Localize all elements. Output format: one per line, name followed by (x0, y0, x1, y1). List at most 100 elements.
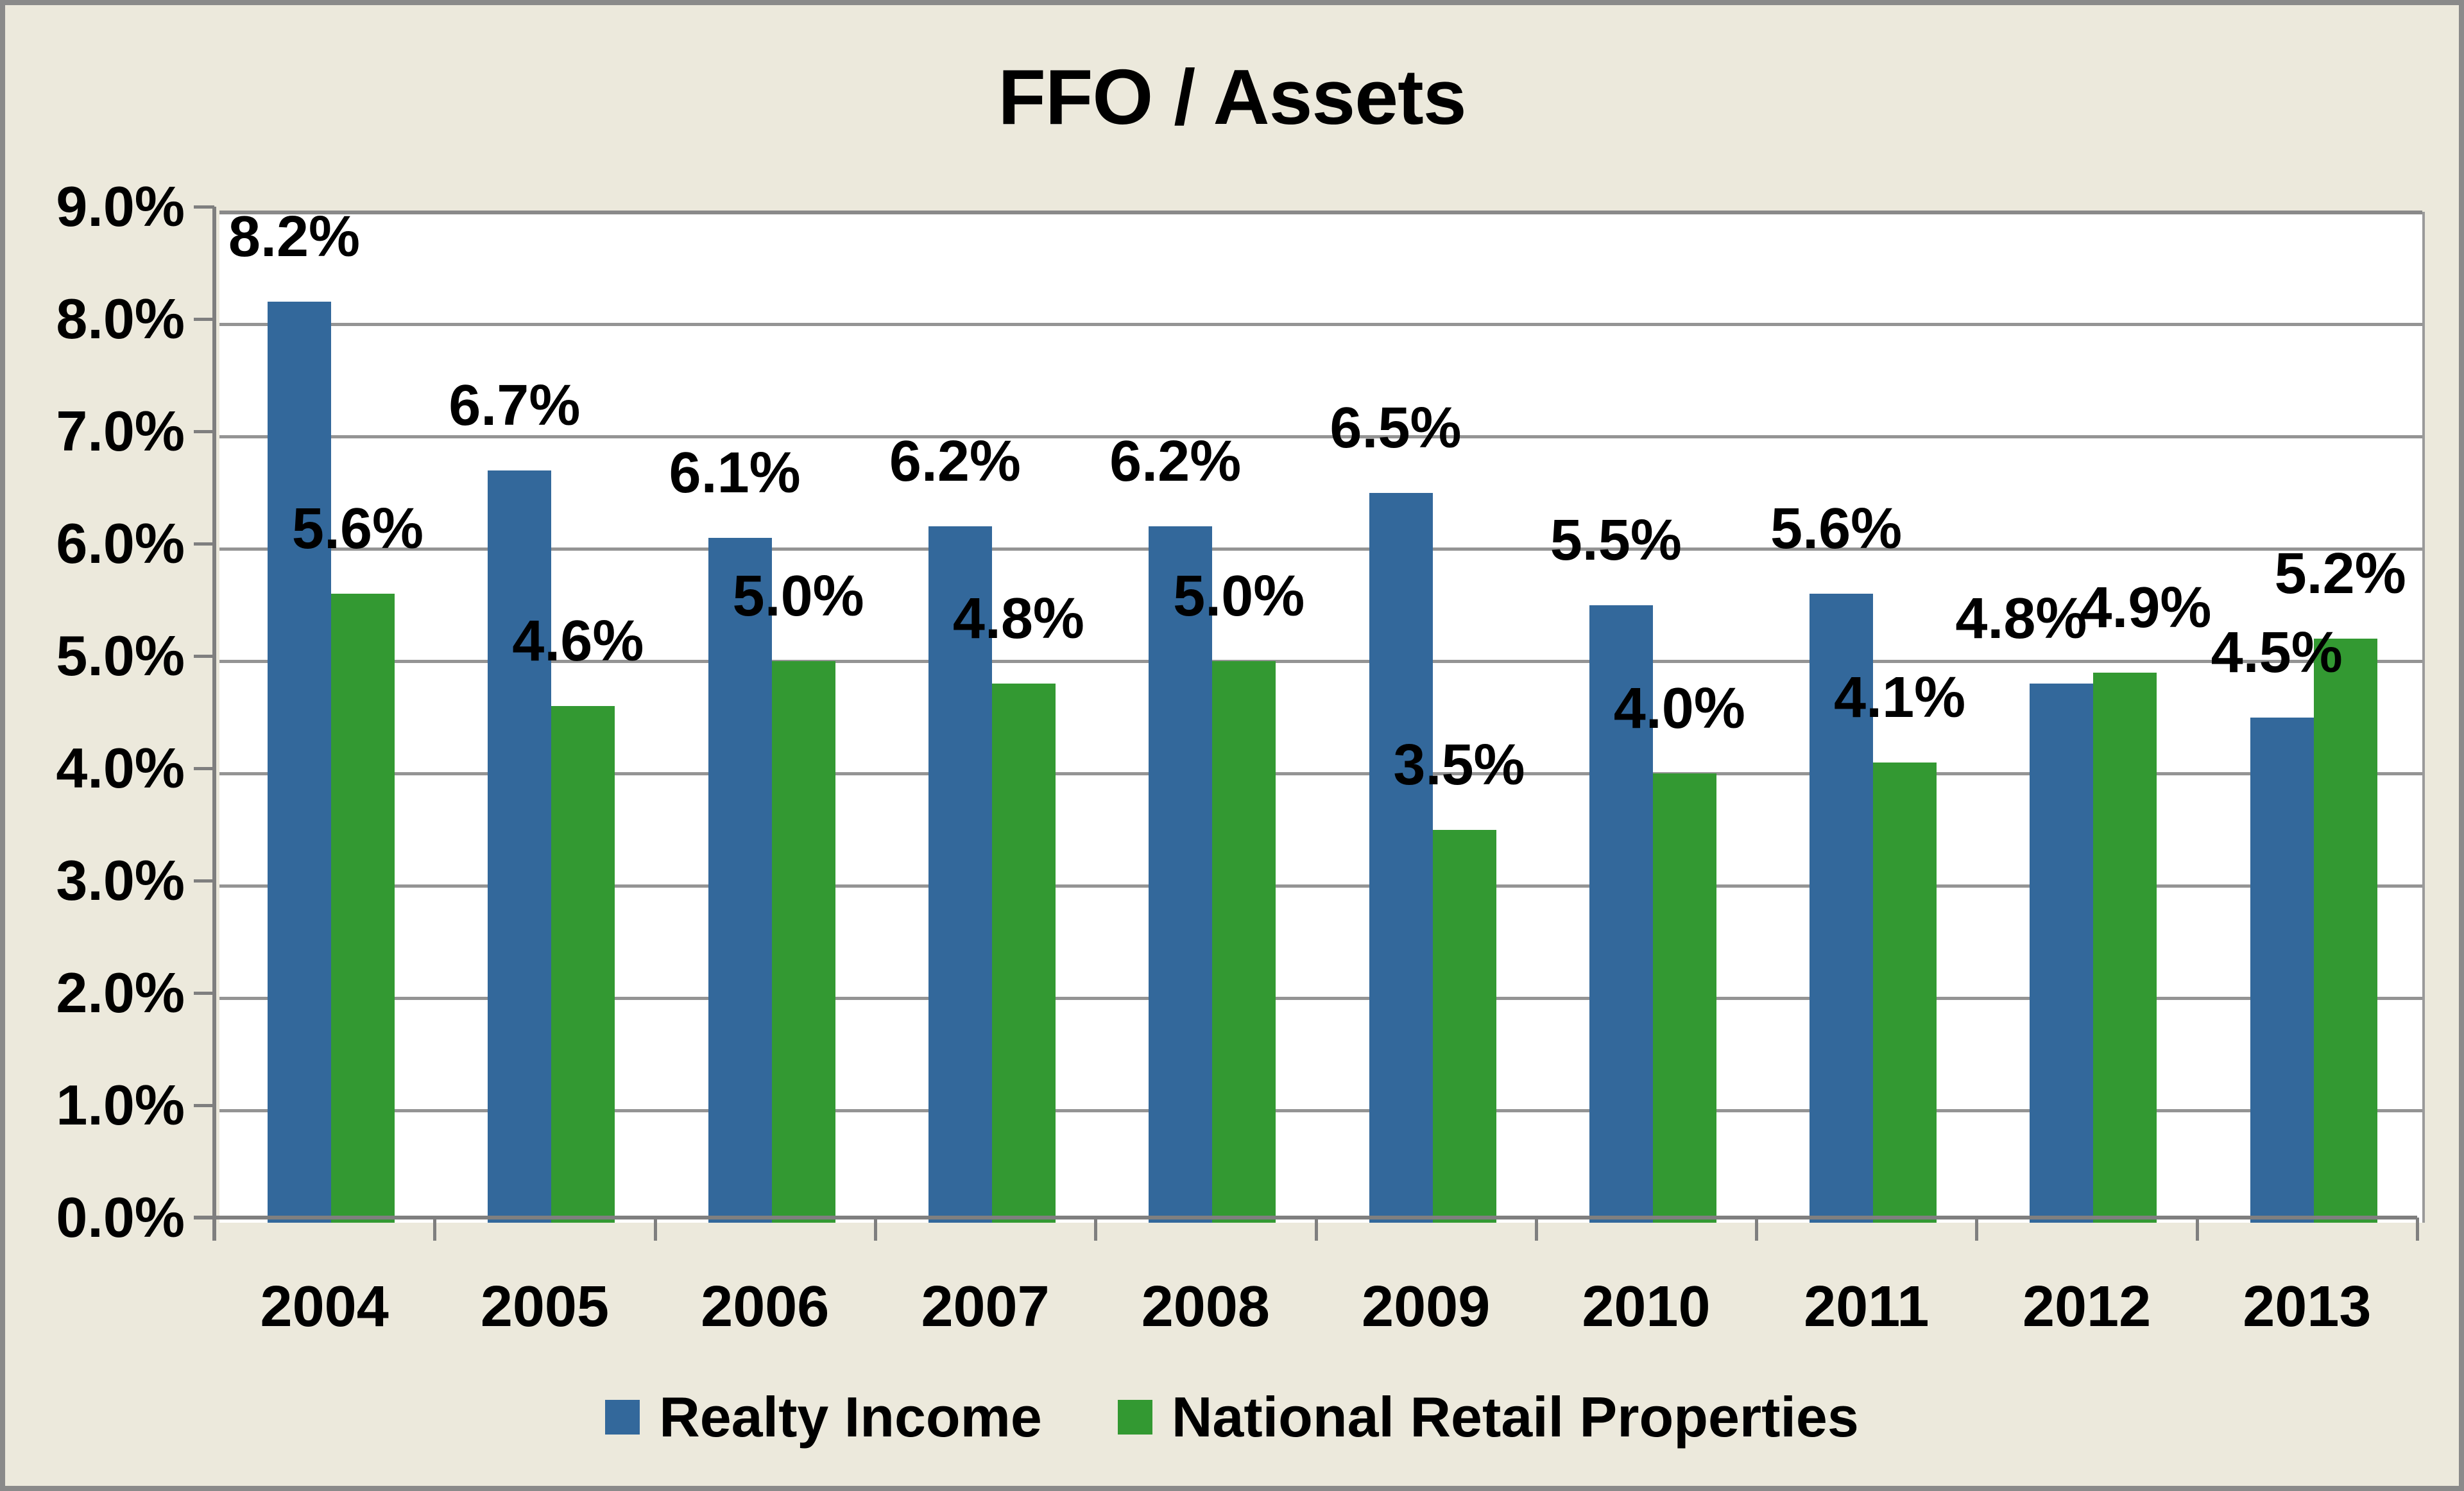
y-axis-tick (194, 318, 214, 321)
legend-swatch-national-retail-properties (1117, 1400, 1152, 1435)
legend: Realty Income National Retail Properties (5, 1385, 2459, 1449)
bar-realty-income-2009 (1369, 492, 1433, 1223)
gridline (219, 547, 2422, 551)
x-axis-tick (1975, 1218, 1979, 1241)
value-label: 5.6% (1770, 497, 1903, 561)
x-axis-tick (873, 1218, 877, 1241)
plot-area (219, 211, 2425, 1223)
x-category-label: 2010 (1582, 1275, 1711, 1339)
gridline (219, 211, 2422, 214)
bar-realty-income-2011 (1810, 594, 1874, 1223)
bar-realty-income-2010 (1589, 605, 1653, 1223)
gridline (219, 435, 2422, 438)
bar-realty-income-2007 (928, 526, 992, 1223)
y-axis-tick-label: 5.0% (56, 624, 185, 687)
value-label: 3.5% (1393, 732, 1525, 797)
bar-national-retail-properties-2008 (1212, 661, 1276, 1223)
value-label: 6.2% (1109, 429, 1242, 494)
y-axis-tick (194, 430, 214, 433)
value-label: 6.1% (669, 440, 801, 505)
bar-national-retail-properties-2011 (1873, 762, 1937, 1223)
y-axis-tick (194, 879, 214, 883)
x-axis-tick (2195, 1218, 2199, 1241)
gridline (219, 997, 2422, 1000)
x-category-label: 2012 (2022, 1275, 2152, 1339)
y-axis-tick-label: 2.0% (56, 961, 185, 1024)
value-label: 4.0% (1613, 677, 1745, 741)
legend-item-realty-income: Realty Income (605, 1385, 1042, 1449)
gridline (219, 772, 2422, 775)
x-axis-line (194, 1216, 2417, 1220)
x-axis-tick (1755, 1218, 1759, 1241)
value-label: 8.2% (228, 205, 361, 269)
y-axis-line (212, 207, 216, 1241)
bar-national-retail-properties-2005 (551, 706, 615, 1223)
gridline (219, 1109, 2422, 1112)
x-axis-tick (1094, 1218, 1098, 1241)
bar-national-retail-properties-2004 (331, 594, 395, 1223)
x-axis-tick (2416, 1218, 2419, 1241)
y-axis-tick-label: 6.0% (56, 512, 185, 575)
x-category-label: 2005 (480, 1275, 610, 1339)
gridline (219, 660, 2422, 663)
x-category-label: 2006 (701, 1275, 830, 1339)
bar-realty-income-2005 (488, 470, 552, 1223)
value-label: 4.6% (512, 609, 644, 673)
bar-national-retail-properties-2007 (991, 684, 1056, 1223)
x-category-label: 2004 (260, 1275, 389, 1339)
bar-realty-income-2012 (2030, 684, 2094, 1223)
x-category-label: 2013 (2243, 1275, 2372, 1339)
legend-label-realty-income: Realty Income (659, 1385, 1042, 1449)
y-axis-tick-label: 3.0% (56, 849, 185, 912)
y-axis-tick-label: 9.0% (56, 175, 185, 238)
legend-item-national-retail-properties: National Retail Properties (1117, 1385, 1859, 1449)
bar-national-retail-properties-2006 (771, 661, 835, 1223)
value-label: 4.1% (1834, 665, 1966, 730)
y-axis-tick-label: 8.0% (56, 287, 185, 350)
y-axis-tick (194, 767, 214, 770)
y-axis-tick (194, 542, 214, 546)
y-axis-tick-label: 1.0% (56, 1073, 185, 1137)
bar-realty-income-2006 (708, 537, 772, 1223)
x-axis-tick (1534, 1218, 1538, 1241)
value-label: 4.8% (1955, 587, 2087, 651)
legend-swatch-realty-income (605, 1400, 640, 1435)
x-axis-tick (213, 1218, 216, 1241)
x-category-label: 2007 (921, 1275, 1050, 1339)
y-axis-tick (194, 1104, 214, 1107)
y-axis-tick-label: 7.0% (56, 399, 185, 463)
y-axis-tick-label: 4.0% (56, 736, 185, 800)
value-label: 4.8% (952, 587, 1084, 651)
legend-label-national-retail-properties: National Retail Properties (1171, 1385, 1859, 1449)
gridline (219, 884, 2422, 888)
value-label: 4.9% (2080, 575, 2212, 640)
x-category-label: 2011 (1804, 1275, 1929, 1339)
bar-national-retail-properties-2013 (2313, 639, 2377, 1223)
y-axis-tick (194, 1216, 214, 1220)
x-axis-tick (653, 1218, 657, 1241)
y-axis-tick (194, 205, 214, 209)
value-label: 6.5% (1330, 395, 1462, 460)
y-axis-tick (194, 992, 214, 995)
bar-national-retail-properties-2010 (1652, 773, 1716, 1223)
x-axis-tick (1314, 1218, 1318, 1241)
value-label: 6.7% (449, 373, 581, 438)
value-label: 5.0% (732, 564, 864, 628)
x-category-label: 2008 (1141, 1275, 1270, 1339)
bar-national-retail-properties-2009 (1432, 829, 1496, 1223)
bar-realty-income-2013 (2250, 717, 2314, 1223)
value-label: 5.5% (1550, 508, 1682, 573)
gridline (219, 323, 2422, 326)
value-label: 5.0% (1173, 564, 1305, 628)
value-label: 4.5% (2211, 620, 2343, 685)
y-axis-tick (194, 655, 214, 658)
y-axis-tick-label: 0.0% (56, 1185, 185, 1249)
x-axis-tick (433, 1218, 437, 1241)
chart-title: FFO / Assets (998, 53, 1466, 141)
value-label: 6.2% (889, 429, 1021, 494)
x-category-label: 2009 (1362, 1275, 1491, 1339)
value-label: 5.2% (2274, 542, 2406, 606)
bar-realty-income-2004 (268, 302, 331, 1223)
value-label: 5.6% (291, 497, 424, 561)
